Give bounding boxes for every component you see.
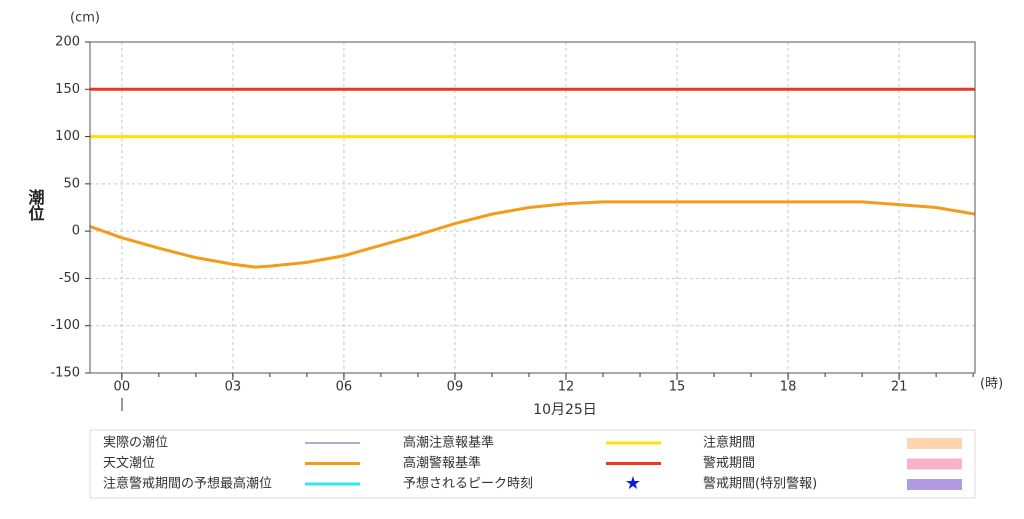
legend-label: 警戒期間(特別警報) xyxy=(703,476,817,492)
y-label: 潮位 xyxy=(26,188,45,222)
y-tick-label: 150 xyxy=(55,82,80,97)
x-tick-label: 12 xyxy=(558,380,575,395)
tide-line xyxy=(89,200,976,269)
legend-swatch xyxy=(907,458,962,470)
legend-label: 天文潮位 xyxy=(103,456,155,471)
legend-swatch xyxy=(907,438,962,449)
legend-swatch xyxy=(907,479,962,490)
legend-label: 警戒期間 xyxy=(703,455,755,471)
legend-label: 注意期間 xyxy=(703,435,755,451)
legend-label: 注意警戒期間の予想最高潮位 xyxy=(103,476,272,492)
y-tick-label: 100 xyxy=(55,129,80,144)
y-unit: (cm) xyxy=(70,11,100,26)
x-tick-label: 00 xyxy=(114,380,131,395)
legend-label: 高潮警報基準 xyxy=(403,455,481,471)
x-tick-label: 03 xyxy=(225,380,242,395)
x-unit: (時) xyxy=(980,377,1003,392)
y-tick-label: -50 xyxy=(59,271,80,286)
y-tick-label: 0 xyxy=(72,224,80,239)
legend-label: 実際の潮位 xyxy=(103,435,168,451)
y-tick-label: 200 xyxy=(55,35,80,50)
legend-box xyxy=(89,429,976,499)
x-tick-label: 15 xyxy=(669,380,686,395)
legend-label: 高潮注意報基準 xyxy=(403,435,494,451)
y-tick-label: -100 xyxy=(50,318,80,333)
legend-star: ★ xyxy=(625,473,641,494)
x-tick-label: 06 xyxy=(336,380,353,395)
y-tick-label: -150 xyxy=(50,366,80,381)
legend-label: 予想されるピーク時刻 xyxy=(403,476,533,492)
x-tick-label: 09 xyxy=(447,380,464,395)
y-tick-label: 50 xyxy=(63,176,80,191)
x-tick-label: 18 xyxy=(780,380,797,395)
plot-frame xyxy=(89,41,976,374)
x-tick-label: 21 xyxy=(891,380,908,395)
date-label: 10月25日 xyxy=(533,402,597,418)
